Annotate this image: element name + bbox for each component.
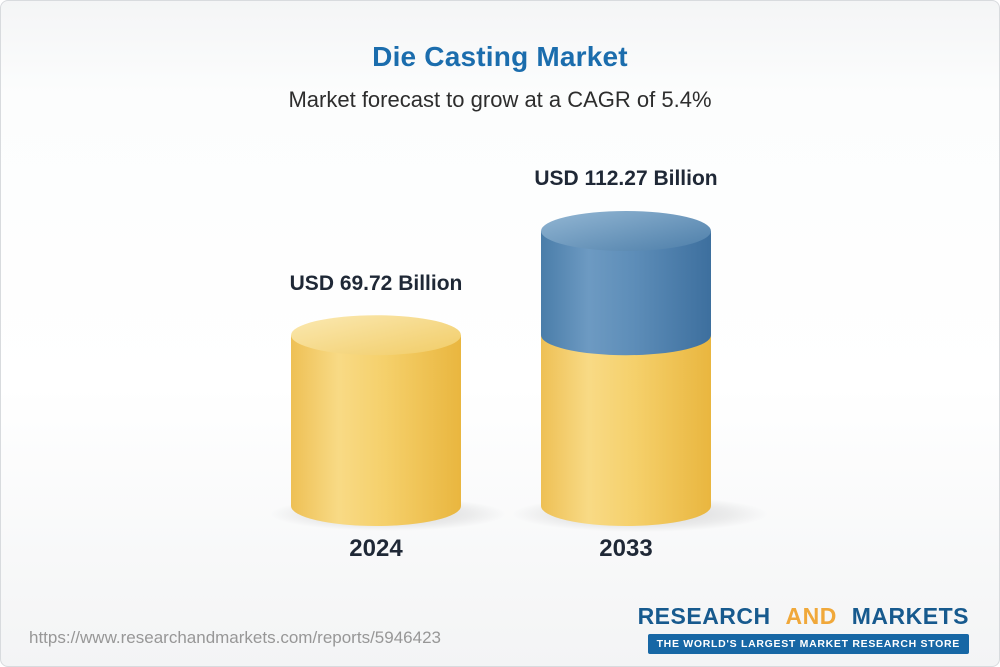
source-url[interactable]: https://www.researchandmarkets.com/repor…	[29, 628, 441, 647]
logo-word-and: AND	[785, 603, 837, 629]
logo-wordmark: RESEARCH AND MARKETS	[638, 603, 969, 630]
bar-2033-growth-body	[541, 231, 711, 356]
bar-2033-base-body	[541, 335, 711, 526]
researchandmarkets-logo: RESEARCH AND MARKETS THE WORLD'S LARGEST…	[638, 603, 969, 654]
bar-2024-top	[291, 315, 461, 356]
bar-2024-body	[291, 335, 461, 526]
value-label-2024: USD 69.72 Billion	[289, 272, 463, 295]
logo-tagline: THE WORLD'S LARGEST MARKET RESEARCH STOR…	[647, 634, 969, 654]
bar-2033-top	[541, 211, 711, 251]
logo-word-markets: MARKETS	[851, 603, 969, 629]
chart-title: Die Casting Market	[372, 41, 628, 72]
logo-word-research: RESEARCH	[637, 603, 771, 629]
value-label-2033: USD 112.27 Billion	[534, 167, 718, 190]
category-label-2024: 2024	[349, 535, 403, 562]
category-label-2033: 2033	[599, 535, 653, 562]
chart-subtitle: Market forecast to grow at a CAGR of 5.4…	[288, 87, 712, 112]
